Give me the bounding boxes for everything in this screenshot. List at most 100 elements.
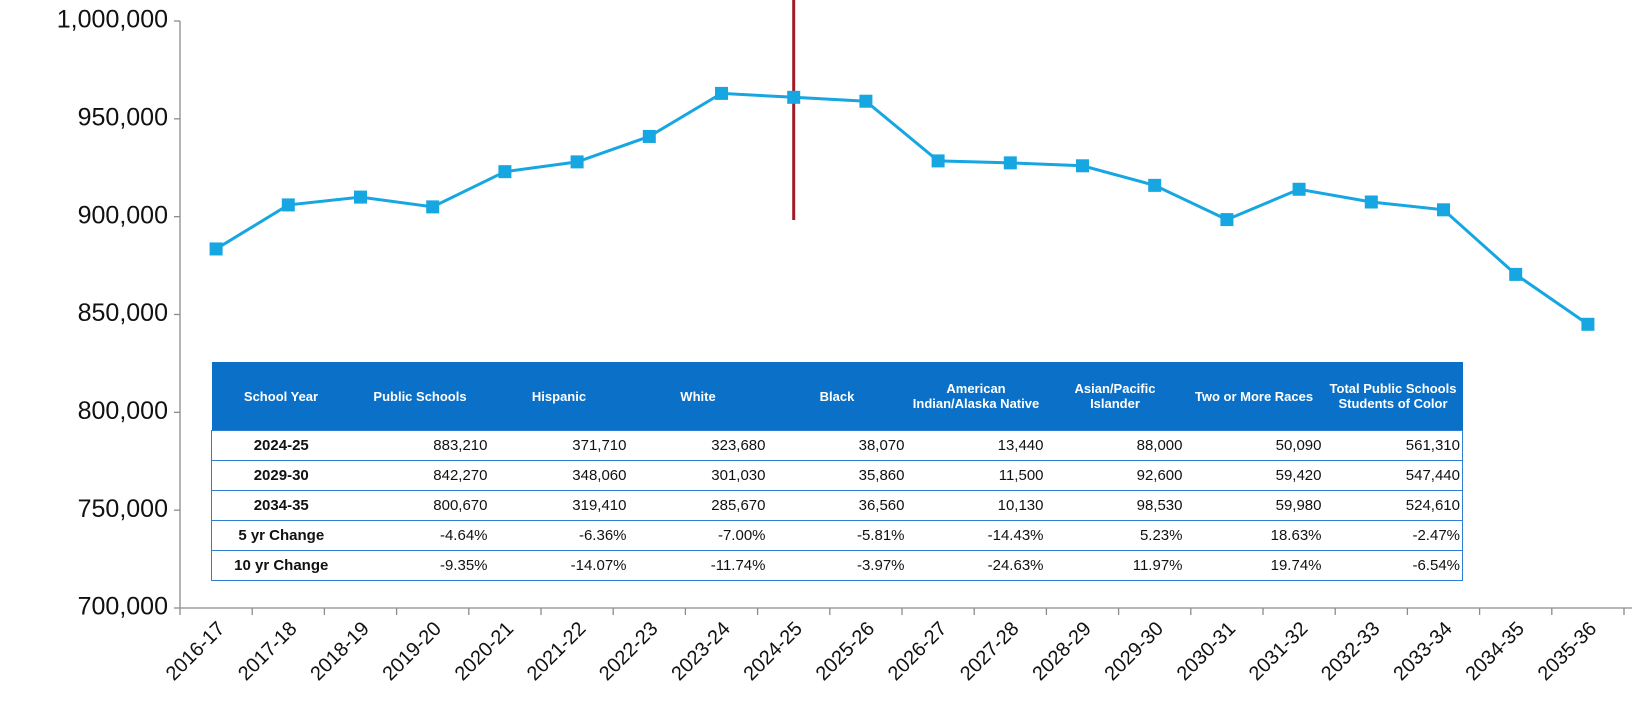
column-header: Black <box>767 362 907 431</box>
table-cell: 88,000 <box>1045 430 1185 461</box>
y-tick-label: 800,000 <box>78 397 168 425</box>
table-cell: 59,420 <box>1184 460 1324 491</box>
table-cell: -2.47% <box>1323 520 1463 551</box>
marker <box>642 129 656 143</box>
table-cell: 35,860 <box>767 460 907 491</box>
table-row: 5 yr Change -4.64% -6.36% -7.00% -5.81% -14.4… <box>211 520 1463 551</box>
table-cell: -24.63% <box>906 550 1046 581</box>
marker <box>426 200 440 214</box>
table-cell: 36,560 <box>767 490 907 521</box>
marker <box>354 190 367 204</box>
marker <box>1437 203 1450 217</box>
table-cell: 18.63% <box>1184 520 1324 551</box>
row-label: 5 yr Change <box>211 520 351 551</box>
column-header: Hispanic <box>489 362 629 431</box>
table-cell: -9.35% <box>350 550 490 581</box>
column-header: Total Public Schools Students of Color <box>1323 362 1463 431</box>
table-cell: 13,440 <box>906 430 1046 461</box>
y-tick-label: 700,000 <box>78 593 168 621</box>
series-line <box>215 91 1589 326</box>
table-cell: 842,270 <box>350 460 490 491</box>
x-tick-label: 2020-21 <box>451 618 518 685</box>
table-cell: 547,440 <box>1323 460 1463 491</box>
y-tick-label: 900,000 <box>78 201 168 229</box>
marker <box>1076 159 1089 173</box>
x-tick-label: 2035-36 <box>1534 618 1601 685</box>
column-header: Asian/Pacific Islander <box>1045 362 1185 431</box>
x-tick-label: 2029-30 <box>1101 618 1168 685</box>
marker <box>498 165 512 179</box>
row-label: 2029-30 <box>211 460 351 491</box>
table-cell: -7.00% <box>628 520 768 551</box>
marker <box>1292 182 1306 196</box>
table-cell: 883,210 <box>350 430 490 461</box>
table-cell: -5.81% <box>767 520 907 551</box>
x-tick-label: 2027-28 <box>956 618 1023 685</box>
x-tick-label: 2024-25 <box>740 618 807 685</box>
y-tick-label: 1,000,000 <box>57 6 168 34</box>
column-header: White <box>628 362 768 431</box>
table-cell: -14.43% <box>906 520 1046 551</box>
x-tick-label: 2018-19 <box>306 618 373 685</box>
x-tick-label: 2017-18 <box>234 618 301 685</box>
table-cell: -3.97% <box>767 550 907 581</box>
marker <box>931 154 945 168</box>
row-label: 2034-35 <box>211 490 351 521</box>
table-cell: 285,670 <box>628 490 768 521</box>
table-row: 2024-25 883,210 371,710 323,680 38,070 13,440… <box>211 430 1463 461</box>
table-cell: 38,070 <box>767 430 907 461</box>
table-cell: 11.97% <box>1045 550 1185 581</box>
column-header: Public Schools <box>350 362 490 431</box>
marker <box>1148 178 1162 192</box>
table-row: 2029-30 842,270 348,060 301,030 35,860 11,500… <box>211 460 1463 491</box>
table-cell: 11,500 <box>906 460 1046 491</box>
x-tick-label: 2028-29 <box>1028 618 1095 685</box>
marker <box>715 86 728 100</box>
table-row: 10 yr Change -9.35% -14.07% -11.74% -3.97% -2… <box>211 550 1463 581</box>
column-header: Two or More Races <box>1184 362 1324 431</box>
marker <box>570 155 584 169</box>
table-row: 2034-35 800,670 319,410 285,670 36,560 10,130… <box>211 490 1463 521</box>
marker <box>281 198 295 212</box>
marker <box>209 242 223 256</box>
x-tick-label: 2022-23 <box>595 618 662 685</box>
table-cell: 50,090 <box>1184 430 1324 461</box>
x-tick-label: 2030-31 <box>1173 618 1240 685</box>
table-cell: 800,670 <box>350 490 490 521</box>
data-table: School Year Public Schools Hispanic White Bl… <box>211 362 1463 581</box>
x-tick-label: 2026-27 <box>884 618 951 685</box>
x-tick-label: 2025-26 <box>812 618 879 685</box>
table-cell: 319,410 <box>489 490 629 521</box>
marker <box>1581 317 1595 331</box>
marker <box>1003 156 1017 170</box>
x-tick-label: 2016-17 <box>162 618 229 685</box>
x-tick-label: 2019-20 <box>379 618 446 685</box>
table-cell: 524,610 <box>1323 490 1463 521</box>
x-tick-label: 2032-33 <box>1317 618 1384 685</box>
table-cell: 371,710 <box>489 430 629 461</box>
table-cell: 92,600 <box>1045 460 1185 491</box>
table-cell: 5.23% <box>1045 520 1185 551</box>
header-row: School Year Public Schools Hispanic White Bl… <box>211 362 1463 431</box>
y-tick-label: 950,000 <box>78 103 168 131</box>
row-label: 10 yr Change <box>211 550 351 581</box>
y-tick-label: 850,000 <box>78 299 168 327</box>
x-tick-label: 2021-22 <box>523 618 590 685</box>
marker <box>1364 195 1378 209</box>
table-cell: 348,060 <box>489 460 629 491</box>
table-cell: -6.54% <box>1323 550 1463 581</box>
table-cell: -11.74% <box>628 550 768 581</box>
table-cell: 59,980 <box>1184 490 1324 521</box>
table-cell: -4.64% <box>350 520 490 551</box>
table-cell: 561,310 <box>1323 430 1463 461</box>
table-cell: -14.07% <box>489 550 629 581</box>
marker <box>1220 213 1234 227</box>
column-header: American Indian/Alaska Native <box>906 362 1046 431</box>
x-tick-label: 2034-35 <box>1462 618 1529 685</box>
marker <box>1509 267 1523 281</box>
marker <box>859 94 873 108</box>
column-header: School Year <box>211 362 351 431</box>
x-tick-label: 2033-34 <box>1389 618 1456 685</box>
